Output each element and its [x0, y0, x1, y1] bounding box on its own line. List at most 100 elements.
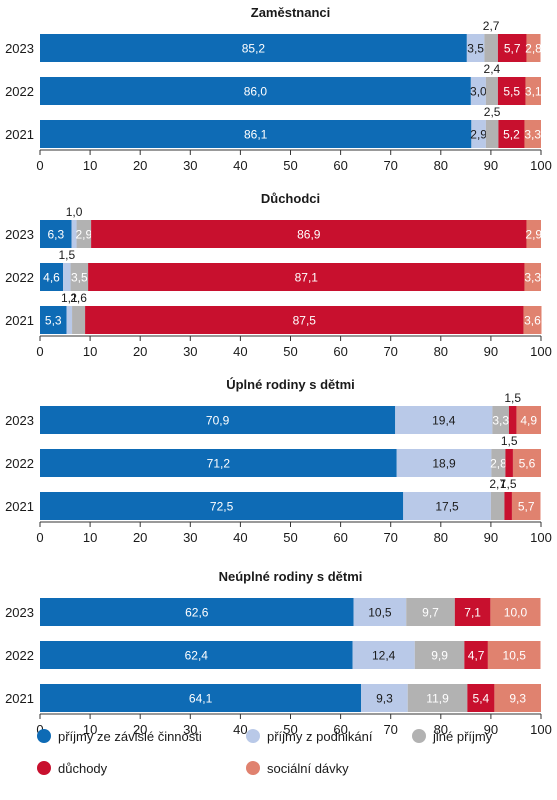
x-tick-label: 0 — [36, 530, 43, 545]
x-tick-label: 20 — [133, 344, 147, 359]
bar-segment — [511, 492, 541, 520]
x-tick-label: 50 — [283, 158, 297, 173]
x-tick-label: 20 — [133, 158, 147, 173]
data-label: 10,0 — [504, 606, 528, 620]
data-label: 7,1 — [464, 606, 481, 620]
x-tick-label: 80 — [434, 344, 448, 359]
data-label: 4,9 — [520, 414, 537, 428]
data-label: 2,9 — [525, 228, 542, 242]
x-tick-label: 60 — [333, 722, 347, 737]
panel-title: Úplné rodiny s dětmi — [226, 377, 355, 392]
row-year-label: 2023 — [5, 413, 34, 428]
x-tick-label: 50 — [283, 722, 297, 737]
legend-swatch — [246, 729, 260, 743]
data-label: 87,1 — [295, 271, 319, 285]
bar-segment — [490, 492, 505, 520]
x-tick-label: 10 — [83, 158, 97, 173]
row-year-label: 2021 — [5, 127, 34, 142]
data-label: 3,3 — [492, 414, 509, 428]
data-label: 4,6 — [43, 271, 60, 285]
x-tick-label: 70 — [383, 344, 397, 359]
data-label: 2,8 — [525, 42, 542, 56]
x-tick-label: 30 — [183, 158, 197, 173]
data-label: 86,9 — [297, 228, 321, 242]
data-label: 62,4 — [185, 649, 209, 663]
bar-segment — [466, 34, 485, 62]
data-label: 5,7 — [504, 42, 521, 56]
bar-segment — [40, 406, 396, 434]
bar-segment — [396, 449, 492, 477]
x-tick-label: 80 — [434, 530, 448, 545]
data-label: 72,5 — [210, 500, 234, 514]
data-label: 2,9 — [75, 228, 92, 242]
data-label: 1,5 — [500, 477, 517, 491]
data-label: 3,3 — [524, 271, 541, 285]
data-label: 85,2 — [242, 42, 266, 56]
bar-segment — [40, 34, 467, 62]
x-tick-label: 40 — [233, 530, 247, 545]
x-tick-label: 60 — [333, 158, 347, 173]
bar-segment — [403, 492, 491, 520]
bar-segment — [526, 220, 541, 248]
x-tick-label: 50 — [283, 530, 297, 545]
bar-segment — [516, 406, 541, 434]
bar-segment — [487, 641, 541, 669]
bar-segment — [40, 120, 472, 148]
bar-segment — [454, 598, 491, 626]
bar-segment — [40, 684, 362, 712]
data-label: 64,1 — [189, 692, 213, 706]
x-tick-label: 80 — [434, 722, 448, 737]
bar-segment — [407, 684, 468, 712]
data-label: 11,9 — [426, 692, 449, 706]
bar-segment — [76, 220, 92, 248]
bar-segment — [88, 263, 525, 291]
legend-label: důchody — [58, 761, 108, 776]
data-label: 2,9 — [470, 128, 487, 142]
row-year-label: 2021 — [5, 499, 34, 514]
panel-title: Zaměstnanci — [251, 5, 330, 20]
x-tick-label: 70 — [383, 530, 397, 545]
bar-segment — [40, 77, 471, 105]
bar-segment — [524, 263, 541, 291]
bar-segment — [72, 306, 86, 334]
data-label: 1,1 — [61, 291, 78, 305]
data-label: 86,1 — [244, 128, 268, 142]
data-label: 87,5 — [293, 314, 317, 328]
bar-segment — [40, 598, 354, 626]
bar-segment — [63, 263, 71, 291]
data-label: 3,5 — [467, 42, 484, 56]
bar-segment — [40, 263, 64, 291]
bar-segment — [512, 449, 541, 477]
data-label: 5,4 — [473, 692, 490, 706]
data-label: 6,3 — [47, 228, 64, 242]
data-label: 3,0 — [470, 85, 487, 99]
x-tick-label: 10 — [83, 722, 97, 737]
x-tick-label: 0 — [36, 722, 43, 737]
bar-segment — [470, 77, 486, 105]
panel-title: Důchodci — [261, 191, 320, 206]
row-year-label: 2023 — [5, 41, 34, 56]
data-label: 9,9 — [431, 649, 448, 663]
bar-segment — [40, 449, 397, 477]
x-tick-label: 90 — [484, 344, 498, 359]
bar-segment — [395, 406, 493, 434]
x-tick-label: 60 — [333, 530, 347, 545]
x-tick-label: 70 — [383, 722, 397, 737]
data-label: 5,7 — [518, 500, 535, 514]
legend-label: příjmy z podnikání — [267, 729, 373, 744]
bar-segment — [497, 34, 527, 62]
bar-segment — [85, 306, 524, 334]
row-year-label: 2022 — [5, 270, 34, 285]
bar-segment — [485, 120, 499, 148]
data-label: 2,8 — [490, 457, 507, 471]
bar-segment — [40, 492, 404, 520]
bar-segment — [70, 263, 89, 291]
data-label: 1,0 — [66, 205, 83, 219]
x-tick-label: 90 — [484, 722, 498, 737]
data-label: 17,5 — [435, 500, 459, 514]
bar-segment — [71, 220, 77, 248]
data-label: 4,7 — [468, 649, 485, 663]
x-tick-label: 100 — [530, 158, 552, 173]
x-tick-label: 40 — [233, 722, 247, 737]
